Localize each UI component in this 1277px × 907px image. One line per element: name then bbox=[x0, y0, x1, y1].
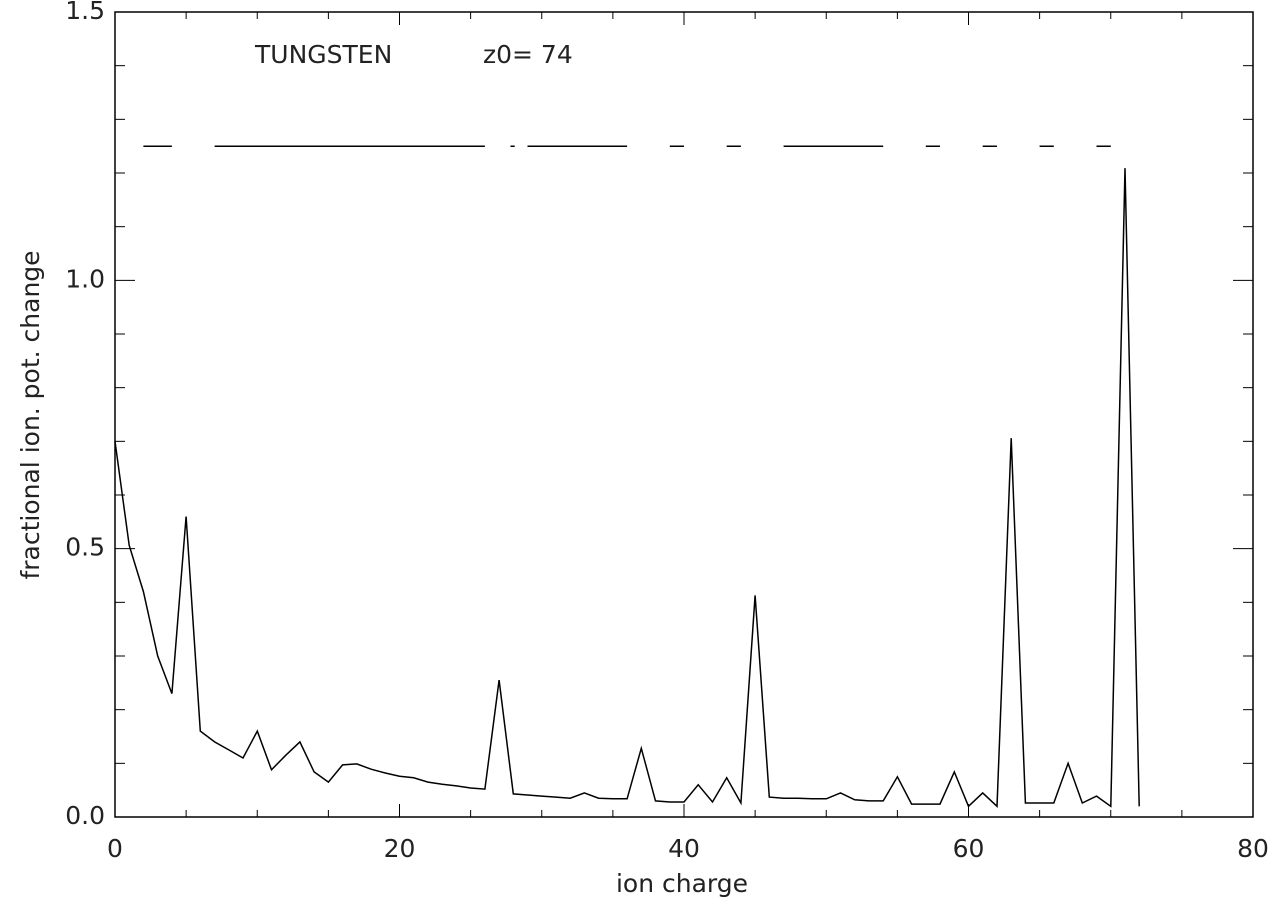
y-axis-title: fractional ion. pot. change bbox=[16, 250, 45, 579]
x-tick-label: 80 bbox=[1237, 834, 1269, 863]
data-line bbox=[114, 168, 1140, 808]
y-tick-label: 0.0 bbox=[65, 801, 105, 830]
y-tick-label: 1.5 bbox=[65, 0, 105, 25]
x-tick-label: 20 bbox=[384, 834, 416, 863]
y-tick-label: 1.0 bbox=[65, 264, 105, 293]
x-axis-title: ion charge bbox=[616, 869, 748, 898]
annotation: TUNGSTEN bbox=[254, 40, 392, 69]
x-tick-label: 0 bbox=[107, 834, 123, 863]
y-tick-label: 0.5 bbox=[65, 533, 105, 562]
plot-frame bbox=[114, 11, 1254, 818]
annotation: z0= 74 bbox=[483, 40, 573, 69]
x-tick-label: 60 bbox=[953, 834, 985, 863]
x-tick-label: 40 bbox=[668, 834, 700, 863]
